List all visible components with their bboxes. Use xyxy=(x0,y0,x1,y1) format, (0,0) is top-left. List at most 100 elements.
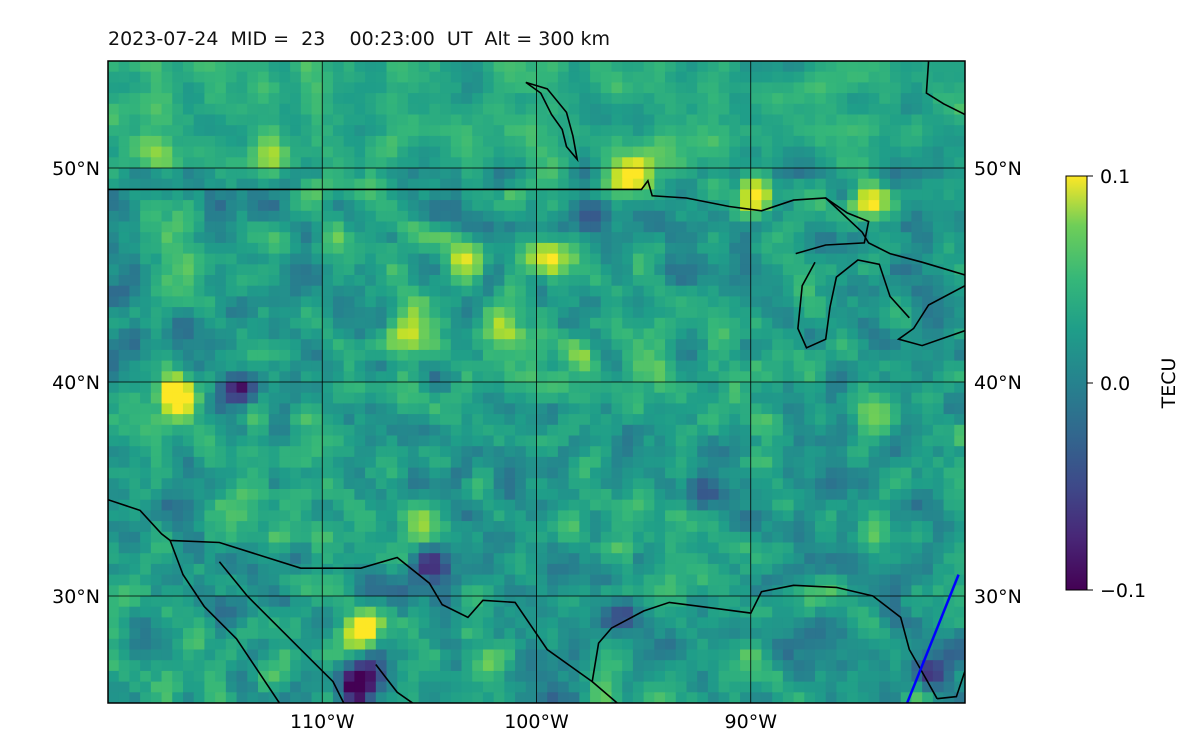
tec-cell xyxy=(140,221,152,233)
tec-cell xyxy=(418,339,430,351)
tec-cell xyxy=(675,638,688,651)
tec-cell xyxy=(707,93,720,105)
tec-cell xyxy=(161,649,173,661)
tec-cell xyxy=(429,574,441,586)
tec-cell xyxy=(911,456,923,469)
tec-cell xyxy=(654,542,666,554)
tec-cell xyxy=(879,649,891,661)
tec-cell xyxy=(900,82,913,94)
tec-cell xyxy=(332,638,345,651)
tec-cell xyxy=(772,574,784,586)
tec-cell xyxy=(536,670,548,683)
tec-cell xyxy=(729,189,741,201)
tec-cell xyxy=(322,360,334,372)
tec-cell xyxy=(418,467,430,479)
tec-cell xyxy=(782,189,795,201)
tec-cell xyxy=(643,574,655,586)
tec-cell xyxy=(782,125,795,137)
colorbar-tick-label: 0.1 xyxy=(1100,166,1130,188)
tec-cell xyxy=(461,596,473,608)
tec-cell xyxy=(772,435,784,447)
map-gridlines xyxy=(108,61,965,703)
tec-cell xyxy=(815,125,827,137)
tec-cell xyxy=(568,253,580,265)
tec-cell xyxy=(590,596,602,608)
tec-cell xyxy=(932,71,945,83)
tec-cell xyxy=(193,382,206,394)
tec-cell xyxy=(461,275,473,287)
tec-cell xyxy=(922,275,934,287)
tec-cell xyxy=(900,61,913,73)
tec-cell xyxy=(932,339,945,351)
tec-cell xyxy=(782,596,795,608)
tec-cell xyxy=(247,681,259,693)
tec-cell xyxy=(386,649,398,661)
tec-cell xyxy=(461,424,473,437)
tec-cell xyxy=(557,403,570,415)
tec-cell xyxy=(482,467,495,479)
tec-cell xyxy=(611,660,623,672)
tec-cell xyxy=(257,649,270,661)
tec-cell xyxy=(472,253,484,265)
tec-cell xyxy=(665,574,677,586)
tec-cell xyxy=(311,403,323,415)
tec-cell xyxy=(825,542,838,554)
tec-cell xyxy=(407,638,420,651)
tec-cell xyxy=(643,456,655,469)
tec-cell xyxy=(568,178,580,190)
tec-cell xyxy=(204,317,216,330)
tec-cell xyxy=(140,264,152,276)
tec-cell xyxy=(311,360,323,372)
tec-cell xyxy=(247,114,259,126)
tec-cell xyxy=(686,638,698,651)
tec-cell xyxy=(472,660,484,672)
tec-cell xyxy=(493,563,505,576)
tec-cell xyxy=(729,574,741,586)
tec-cell xyxy=(247,232,259,244)
tec-cell xyxy=(172,125,184,137)
tec-cell xyxy=(343,125,355,137)
tec-cell xyxy=(300,168,313,180)
tec-cell xyxy=(868,414,880,426)
tec-cell xyxy=(600,210,613,223)
tec-cell xyxy=(461,242,473,255)
tec-cell xyxy=(600,660,613,672)
tec-cell xyxy=(547,628,559,640)
tec-cell xyxy=(836,157,848,169)
tec-cell xyxy=(890,221,902,233)
tec-cell xyxy=(236,253,248,265)
tec-cell xyxy=(761,478,773,490)
tec-cell xyxy=(557,446,570,458)
tec-cell xyxy=(129,617,141,629)
tec-cell xyxy=(279,371,291,383)
tec-cell xyxy=(193,435,206,447)
tec-cell xyxy=(857,467,870,479)
tec-cell xyxy=(204,371,216,383)
tec-cell xyxy=(611,553,623,565)
tec-cell xyxy=(954,168,965,180)
tec-cell xyxy=(525,135,538,148)
tec-cell xyxy=(225,114,238,126)
tec-cell xyxy=(772,638,784,651)
tec-cell xyxy=(600,638,613,651)
tec-cell xyxy=(150,467,163,479)
tec-cell xyxy=(236,307,248,319)
tec-cell xyxy=(225,157,238,169)
tec-cell xyxy=(150,264,163,276)
tec-cell xyxy=(900,649,913,661)
tec-cell xyxy=(450,563,463,576)
tec-cell xyxy=(193,371,206,383)
tec-cell xyxy=(547,638,559,651)
tec-cell xyxy=(761,456,773,469)
tec-cell xyxy=(215,114,227,126)
tec-cell xyxy=(407,446,420,458)
tec-cell xyxy=(932,521,945,533)
tec-cell xyxy=(890,93,902,105)
tec-cell xyxy=(257,392,270,404)
tec-cell xyxy=(247,146,259,158)
tec-cell xyxy=(815,317,827,330)
tec-cell xyxy=(536,275,548,287)
tec-cell xyxy=(900,114,913,126)
tec-cell xyxy=(911,360,923,372)
tec-cell xyxy=(686,157,698,169)
